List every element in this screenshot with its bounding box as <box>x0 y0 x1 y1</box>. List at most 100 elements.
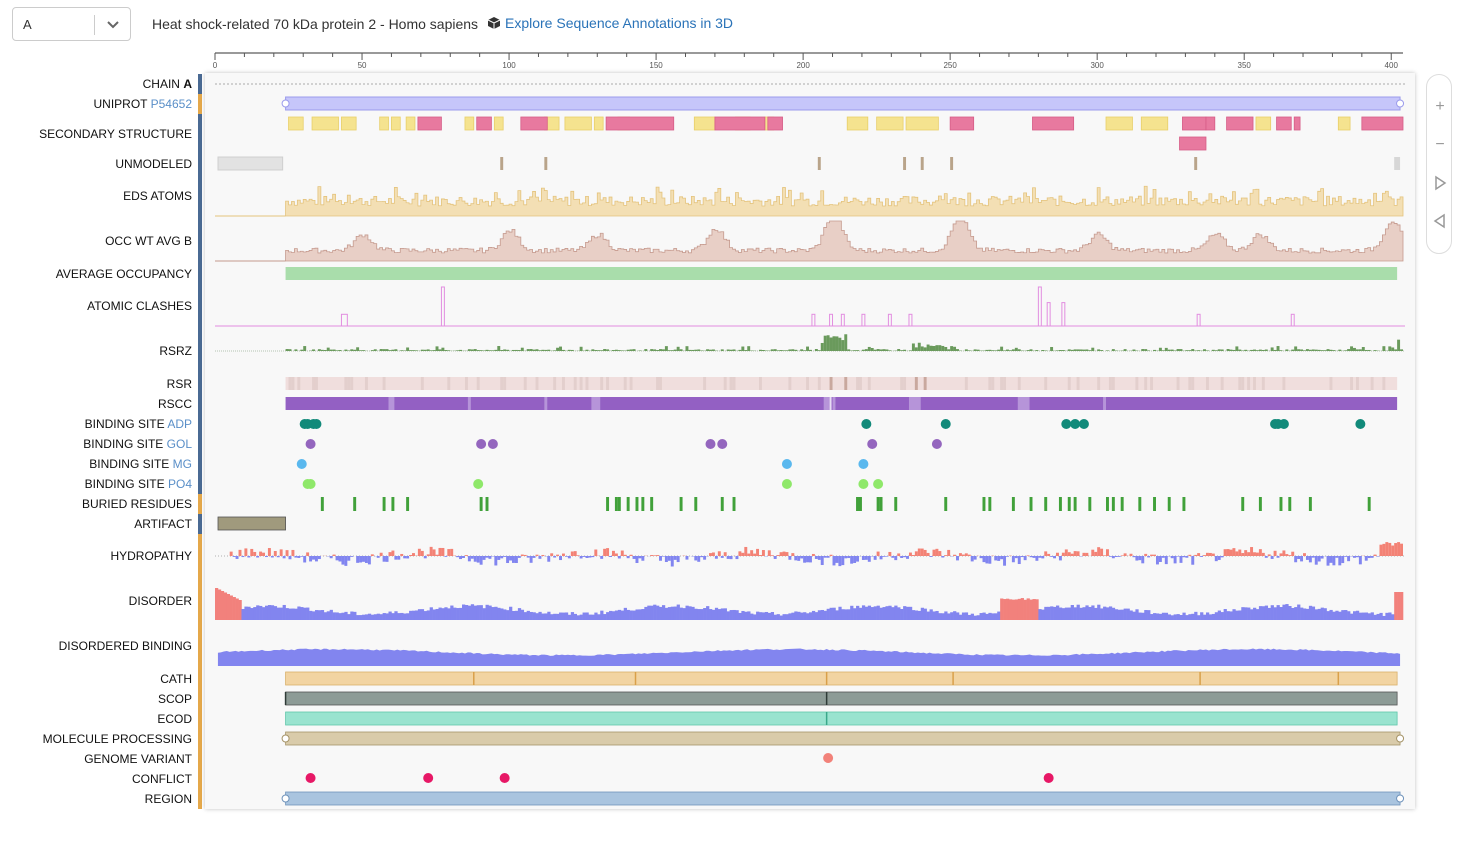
disorder-mark <box>1285 604 1289 620</box>
annotation-plot[interactable] <box>205 73 1415 809</box>
hydropathy-positive <box>1129 553 1133 556</box>
rsr-mark <box>585 377 589 390</box>
disorder-mark <box>367 613 372 620</box>
hydropathy-positive <box>650 555 654 556</box>
disorder-mark <box>1344 610 1348 620</box>
hydropathy-positive <box>776 555 780 556</box>
hydropathy-negative <box>467 556 471 562</box>
explore-3d-link[interactable]: Explore Sequence Annotations in 3D <box>487 15 733 31</box>
rsrz-mark <box>1220 349 1224 351</box>
rsrz-mark <box>711 349 715 351</box>
disorder-mark <box>1111 607 1116 620</box>
buried-residue-mark <box>1167 497 1171 511</box>
rsrz-mark <box>800 349 804 351</box>
rsrz-mark <box>1235 346 1239 351</box>
rsrz-mark <box>885 349 889 351</box>
pan-left-icon[interactable] <box>1432 213 1448 229</box>
rsrz-mark <box>776 350 780 351</box>
hydropathy-negative <box>1185 556 1189 558</box>
track-label-text: AVERAGE OCCUPANCY <box>55 267 192 281</box>
disorder-mark <box>1091 605 1095 620</box>
rsr-mark <box>1253 377 1256 390</box>
disorder-mark <box>1067 607 1072 620</box>
track-label-suffix[interactable]: MG <box>172 457 192 471</box>
uniprot-end-handle <box>1396 99 1405 108</box>
rsrz-mark <box>335 350 339 351</box>
hydropathy-positive <box>1106 549 1109 556</box>
chain-select-divider <box>94 15 95 35</box>
disorder-mark <box>676 604 680 620</box>
hydropathy-positive <box>967 554 971 556</box>
buried-residue-mark <box>879 497 883 511</box>
disorder-mark <box>467 605 472 620</box>
hydropathy-positive <box>1064 549 1068 556</box>
rsrz-mark <box>764 350 768 351</box>
hydropathy-negative <box>459 556 463 560</box>
rsrz-mark <box>1253 349 1256 351</box>
rsrz-mark <box>429 350 433 351</box>
hydropathy-negative <box>988 556 992 564</box>
disorder-mark <box>1350 613 1354 620</box>
disorder-mark <box>456 608 460 620</box>
disorder-mark <box>1100 608 1104 620</box>
track-label-suffix[interactable]: ADP <box>167 417 192 431</box>
track-label: RSCC <box>158 397 192 411</box>
disorder-mark <box>788 613 792 620</box>
buried-residue-mark <box>1073 497 1077 511</box>
rsrz-mark <box>1141 349 1145 351</box>
disorder-mark <box>547 611 551 620</box>
helix-segment <box>379 116 389 131</box>
rsrz-mark <box>1314 349 1318 351</box>
disorder-mark <box>767 612 772 620</box>
rsr-mark <box>1247 377 1251 390</box>
disorder-mark <box>1270 605 1274 620</box>
disorder-mark <box>1214 612 1219 620</box>
buried-residue-mark <box>641 497 645 511</box>
rsrz-mark <box>1323 350 1327 351</box>
rsr-mark <box>867 377 871 390</box>
pan-right-icon[interactable] <box>1432 175 1448 191</box>
rsrz-mark <box>741 346 745 351</box>
disorder-mark <box>341 612 345 620</box>
rsr-mark <box>914 377 918 390</box>
buried-residue-mark <box>406 497 410 511</box>
buried-residue-mark <box>606 497 610 511</box>
disorder-mark <box>756 611 760 620</box>
track-label-suffix[interactable]: PO4 <box>167 477 192 491</box>
track-label: DISORDERED BINDING <box>59 639 192 653</box>
buried-residue-mark <box>1044 497 1048 511</box>
disorder-mark <box>329 609 333 620</box>
zoom-in-icon[interactable]: + <box>1435 98 1445 115</box>
hydropathy-negative <box>800 556 804 559</box>
helix-segment <box>1337 116 1351 131</box>
chain-select[interactable]: A <box>12 7 131 41</box>
track-label-suffix[interactable]: GOL <box>166 437 192 451</box>
track-label: DISORDER <box>129 594 192 608</box>
sequence-ruler: 0 50 100 150 200 250 300 350 400 <box>213 52 1403 70</box>
disorder-mark <box>1182 612 1186 620</box>
track-label-suffix[interactable]: P54652 <box>150 97 192 111</box>
hydropathy-positive <box>1226 549 1230 556</box>
disorder-mark <box>741 610 745 620</box>
disorder-mark <box>426 610 430 620</box>
rsrz-mark <box>362 350 365 351</box>
rsrz-mark <box>759 349 762 351</box>
track-label-text: BINDING SITE <box>89 457 170 471</box>
hydropathy-negative <box>526 556 530 558</box>
track-label: MOLECULE PROCESSING <box>43 732 192 746</box>
disorder-mark <box>832 607 836 620</box>
disorder-mark <box>829 607 833 620</box>
hydropathy-negative <box>264 556 268 558</box>
hydropathy-positive <box>759 555 762 556</box>
ruler-tick-label: 300 <box>1090 61 1104 70</box>
chevron-down-icon[interactable] <box>103 14 123 34</box>
disorder-mark <box>823 610 827 620</box>
disorder-mark <box>958 614 963 620</box>
hydropathy-negative <box>835 556 839 563</box>
gol-binding-site <box>867 439 878 449</box>
hydropathy-positive <box>923 549 927 556</box>
zoom-out-icon[interactable]: − <box>1435 136 1445 153</box>
rsrz-mark <box>1394 349 1398 351</box>
rsrz-mark <box>1191 349 1195 351</box>
rsrz-mark <box>1144 349 1148 351</box>
